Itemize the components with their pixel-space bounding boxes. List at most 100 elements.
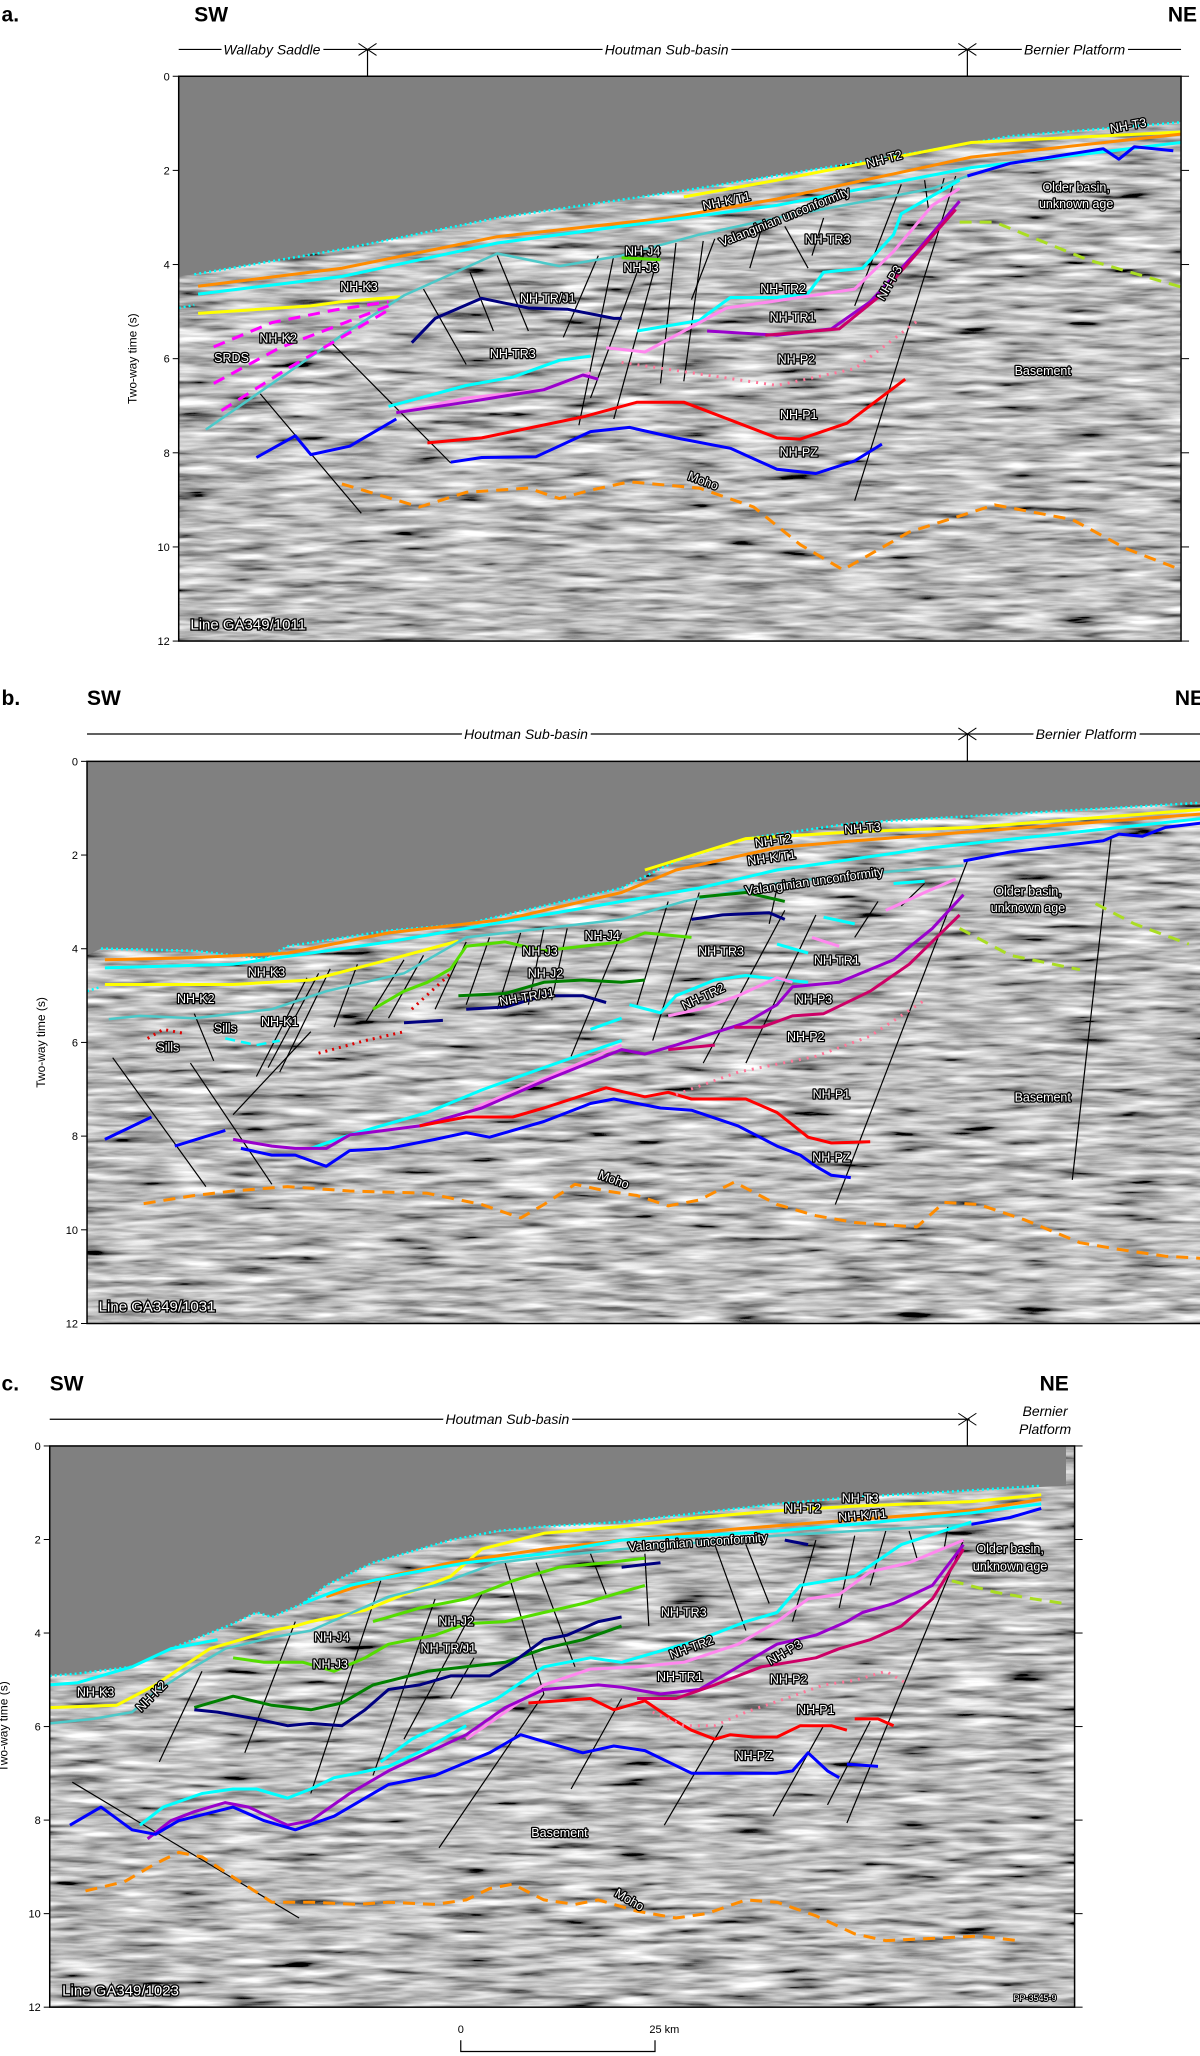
horizon-nh-tr1 xyxy=(605,187,961,354)
fault-line xyxy=(570,932,623,1057)
horizon-valanginian xyxy=(205,174,968,431)
seismic-line-id: Line GA349/1011 xyxy=(190,616,306,633)
y-tick-label: 12 xyxy=(157,636,169,648)
direction-ne: NE xyxy=(1175,687,1200,710)
horizon-nh-p2 xyxy=(668,1043,715,1052)
direction-sw: SW xyxy=(194,3,228,26)
fault-line xyxy=(613,247,662,420)
horizon-nh-tr3 xyxy=(823,915,856,926)
fault-line xyxy=(189,1062,273,1185)
scale-bar-start: 0 xyxy=(458,2024,464,2036)
panel-letter: a. xyxy=(2,3,20,26)
horizon-label: NH-T3 xyxy=(842,1491,879,1505)
horizon-nh-k3 xyxy=(49,1638,218,1687)
horizon-nh-j2 xyxy=(193,1624,623,1712)
horizon-label: NH-K/T1 xyxy=(838,1507,888,1525)
scale-bar: 0 25 km xyxy=(458,2024,679,2053)
horizon-label: NH-TR1 xyxy=(814,954,860,968)
horizon-nh-j3 xyxy=(372,931,692,1011)
fault-line xyxy=(683,240,704,382)
horizon-nh-kt1 xyxy=(104,817,1200,970)
direction-ne: NE xyxy=(1040,1373,1069,1396)
fault-line xyxy=(1071,838,1112,1180)
direction-sw: SW xyxy=(87,687,121,710)
y-tick-label: 2 xyxy=(72,850,78,862)
horizon-label: NH-J2 xyxy=(438,1615,473,1629)
y-tick-label: 0 xyxy=(72,756,78,768)
horizon-label: NH-K2 xyxy=(259,332,297,346)
region-label: Houtman Sub-basin xyxy=(446,1411,570,1427)
horizon-label: unknown age xyxy=(1039,197,1113,211)
horizon-label: NH-PZ xyxy=(735,1749,774,1763)
horizon-label: NH-J2 xyxy=(528,966,563,980)
y-tick-label: 8 xyxy=(35,1815,41,1827)
moho xyxy=(143,1180,1200,1260)
horizon-label: SRDS xyxy=(214,351,249,365)
fault-line xyxy=(496,255,529,332)
horizon-nh-tr2 xyxy=(379,1520,972,1764)
y-tick-label: 2 xyxy=(35,1534,41,1546)
horizon-label: unknown age xyxy=(991,901,1065,915)
moho xyxy=(341,480,1182,572)
horizon-valanginian xyxy=(108,864,964,1021)
fault-line xyxy=(551,928,568,1001)
fault-line xyxy=(267,973,320,1068)
horizon-label: NH-TR3 xyxy=(661,1606,707,1620)
region-label: Houtman Sub-basin xyxy=(605,41,729,57)
fault-line xyxy=(310,1580,382,1794)
fault-line xyxy=(578,255,615,426)
fault-line xyxy=(854,901,879,938)
horizon-nh-trj1 xyxy=(621,1561,661,1569)
horizon-nh-p2 xyxy=(637,1548,965,1700)
horizon-nh-p2 xyxy=(734,913,961,1029)
panel-a: 0 2 4 6 8 10 12 Two-way time (s) a. SW NE Wallaby S… xyxy=(2,3,1197,648)
horizon-nh-pz xyxy=(69,1733,840,1836)
horizon-nh-tr2 xyxy=(885,877,957,912)
horizon-label: Basement xyxy=(531,1826,588,1840)
region-label: Bernier Platform xyxy=(1024,41,1125,57)
horizon-label: NH-K2 xyxy=(177,992,215,1006)
horizon-nh-tr2 xyxy=(636,178,961,333)
horizon-label: NH-P2 xyxy=(787,1030,825,1044)
fault-line xyxy=(158,1671,203,1763)
horizon-nh-trj1 xyxy=(403,1018,443,1025)
panel-c: 0 2 4 6 8 10 12 Two-way time (s) c. SW NE Houtman S… xyxy=(0,1373,1083,2053)
fault-line xyxy=(589,251,646,399)
horizon-nh-j4 xyxy=(699,891,786,903)
y-tick-label: 4 xyxy=(72,944,78,956)
fault-line xyxy=(469,272,494,332)
y-tick-label: 12 xyxy=(28,2002,40,2014)
panel-b: 0 2 4 6 8 10 12 Two-way time (s) b. SW NE Houtman S… xyxy=(2,687,1200,1331)
horizon-srds xyxy=(213,300,389,349)
fault-line xyxy=(438,1693,545,1849)
horizon-nh-pz xyxy=(240,1097,851,1180)
seismic-line-id: Line GA349/1031 xyxy=(99,1298,216,1315)
fault-line xyxy=(772,1725,825,1817)
horizon-nh-j4 xyxy=(372,1556,646,1624)
horizon-nh-tr2 xyxy=(667,976,793,1018)
y-tick-label: 4 xyxy=(164,260,170,272)
fault-line xyxy=(403,1594,483,1740)
fault-line xyxy=(589,1553,607,1595)
horizon-nh-tr3 xyxy=(893,879,925,885)
y-tick-label: 0 xyxy=(164,71,170,83)
fault-line xyxy=(636,901,669,1005)
sills xyxy=(410,972,452,1011)
horizon-label: Sills xyxy=(214,1022,237,1036)
horizon-nh-p1 xyxy=(427,378,907,445)
horizon-nh-trj1 xyxy=(466,994,607,1011)
horizon-nh-kt1 xyxy=(197,141,1182,296)
fault-line xyxy=(364,959,405,1024)
horizon-older-basin-base xyxy=(951,1579,1065,1605)
horizon-label: NH-T2 xyxy=(754,831,792,850)
fault-line xyxy=(527,928,545,1005)
horizon-label: NH-J4 xyxy=(584,929,619,943)
moho xyxy=(85,1850,1019,1943)
horizon-nh-p2 xyxy=(765,208,957,337)
fault-line xyxy=(749,228,763,269)
horizon-nh-pz xyxy=(255,417,398,459)
fault-line xyxy=(690,238,716,300)
horizon-nh-trj1 xyxy=(691,911,786,921)
horizon-older-basin xyxy=(971,1506,1042,1526)
region-label: Wallaby Saddle xyxy=(223,41,320,57)
